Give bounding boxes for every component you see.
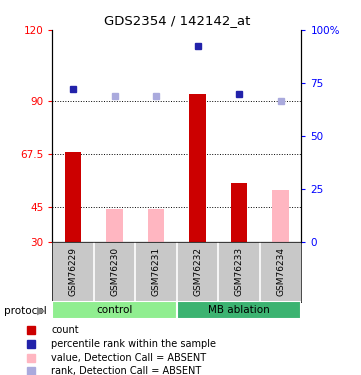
Text: GSM76231: GSM76231 xyxy=(152,247,161,296)
Bar xyxy=(52,301,177,319)
Text: GSM76234: GSM76234 xyxy=(276,247,285,296)
Title: GDS2354 / 142142_at: GDS2354 / 142142_at xyxy=(104,15,250,27)
Bar xyxy=(65,152,81,242)
Text: value, Detection Call = ABSENT: value, Detection Call = ABSENT xyxy=(51,352,206,363)
Bar xyxy=(106,209,123,242)
Bar xyxy=(273,190,289,242)
Text: GSM76232: GSM76232 xyxy=(193,247,202,296)
Text: rank, Detection Call = ABSENT: rank, Detection Call = ABSENT xyxy=(51,366,201,375)
Text: MB ablation: MB ablation xyxy=(208,305,270,315)
Bar xyxy=(148,209,164,242)
Bar xyxy=(189,94,206,242)
Text: GSM76230: GSM76230 xyxy=(110,247,119,296)
Text: count: count xyxy=(51,326,79,335)
Text: control: control xyxy=(96,305,133,315)
Bar xyxy=(177,301,301,319)
Text: GSM76229: GSM76229 xyxy=(69,247,78,296)
Text: ▶: ▶ xyxy=(37,306,46,315)
Text: GSM76233: GSM76233 xyxy=(235,247,244,296)
Text: percentile rank within the sample: percentile rank within the sample xyxy=(51,339,216,349)
Text: protocol: protocol xyxy=(4,306,46,315)
Bar xyxy=(231,183,248,242)
